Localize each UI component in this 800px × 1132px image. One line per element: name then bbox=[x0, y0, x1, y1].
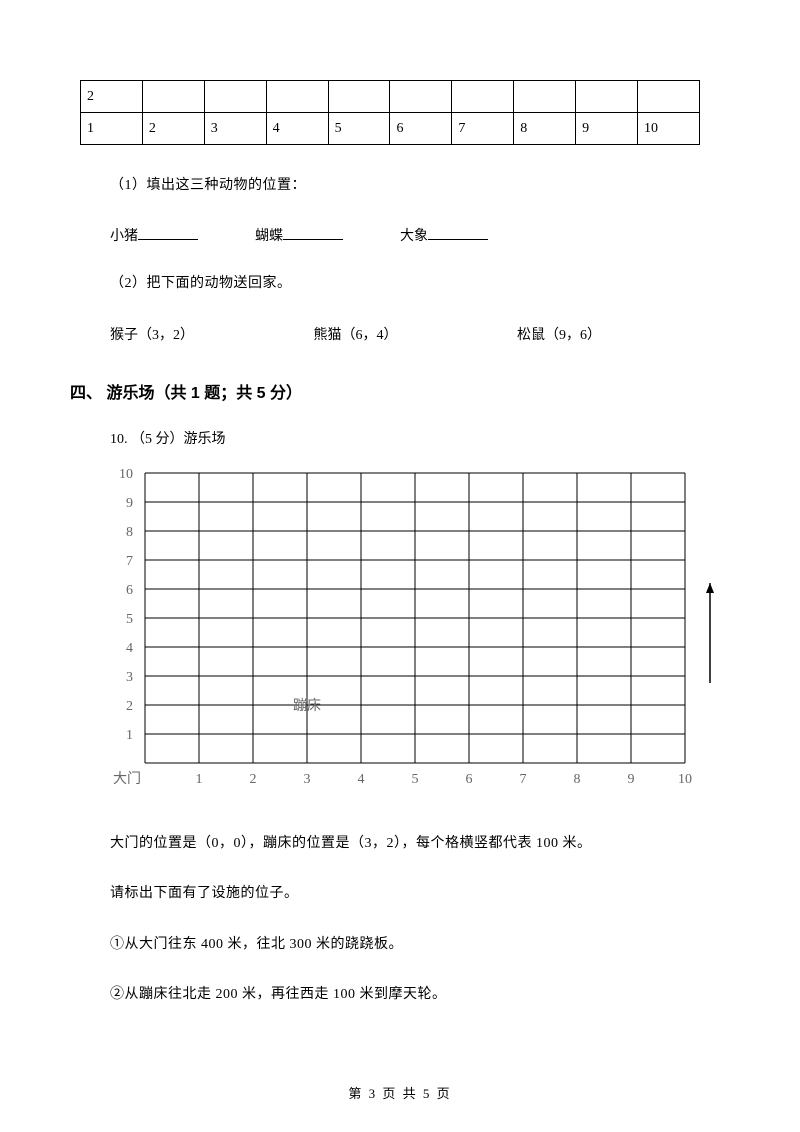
table-cell: 5 bbox=[328, 113, 390, 145]
svg-text:5: 5 bbox=[126, 612, 133, 627]
table-cell bbox=[142, 81, 204, 113]
paragraph-4: ②从蹦床往北走 200 米，再往西走 100 米到摩天轮。 bbox=[110, 984, 730, 1006]
animal-elephant-label: 大象 bbox=[400, 225, 428, 245]
table-cell: 1 bbox=[81, 113, 143, 145]
paragraph-2: 请标出下面有了设施的位子。 bbox=[110, 883, 730, 905]
svg-text:2: 2 bbox=[250, 772, 257, 787]
paragraph-3: ①从大门往东 400 米，往北 300 米的跷跷板。 bbox=[110, 934, 730, 956]
svg-text:10: 10 bbox=[119, 468, 133, 482]
svg-text:2: 2 bbox=[126, 699, 133, 714]
svg-text:10: 10 bbox=[678, 772, 692, 787]
svg-text:8: 8 bbox=[574, 772, 581, 787]
svg-text:8: 8 bbox=[126, 525, 133, 540]
amusement-park-grid: 1 2 3 4 5 6 7 8 9 10 1 2 3 4 5 6 7 8 9 10 大门 蹦床 bbox=[110, 468, 730, 808]
table-cell bbox=[514, 81, 576, 113]
table-cell: 3 bbox=[204, 113, 266, 145]
grid-table: 2 1 2 3 4 5 6 7 8 9 10 bbox=[80, 80, 700, 145]
svg-text:7: 7 bbox=[520, 772, 527, 787]
svg-text:4: 4 bbox=[126, 641, 133, 656]
table-cell: 9 bbox=[576, 113, 638, 145]
svg-text:1: 1 bbox=[196, 772, 203, 787]
section-4-title: 四、 游乐场（共 1 题；共 5 分） bbox=[70, 379, 730, 403]
svg-text:蹦床: 蹦床 bbox=[293, 698, 321, 714]
animals-fill-row: 小猪 蝴蝶 大象 bbox=[110, 225, 730, 245]
svg-text:6: 6 bbox=[466, 772, 473, 787]
grid-svg: 1 2 3 4 5 6 7 8 9 10 1 2 3 4 5 6 7 8 9 10 大门 蹦床 bbox=[110, 468, 750, 808]
table-cell: 2 bbox=[81, 81, 143, 113]
table-cell bbox=[638, 81, 700, 113]
svg-text:3: 3 bbox=[126, 670, 133, 685]
table-cell: 6 bbox=[390, 113, 452, 145]
svg-text:7: 7 bbox=[126, 554, 133, 569]
table-cell bbox=[266, 81, 328, 113]
coord-panda: 熊猫（6，4） bbox=[314, 324, 514, 344]
table-cell: 7 bbox=[452, 113, 514, 145]
coord-squirrel: 松鼠（9，6） bbox=[517, 324, 601, 344]
question-10-label: 10. （5 分）游乐场 bbox=[110, 428, 730, 448]
question-2-label: （2）把下面的动物送回家。 bbox=[110, 273, 730, 295]
table-cell bbox=[390, 81, 452, 113]
table-cell: 10 bbox=[638, 113, 700, 145]
question-1-label: （1）填出这三种动物的位置： bbox=[110, 175, 730, 197]
svg-text:大门: 大门 bbox=[113, 771, 141, 787]
table-cell bbox=[328, 81, 390, 113]
table-cell: 8 bbox=[514, 113, 576, 145]
svg-text:9: 9 bbox=[628, 772, 635, 787]
svg-text:9: 9 bbox=[126, 496, 133, 511]
svg-text:1: 1 bbox=[126, 728, 133, 743]
table-cell: 2 bbox=[142, 113, 204, 145]
table-cell bbox=[204, 81, 266, 113]
page-footer: 第 3 页 共 5 页 bbox=[0, 1083, 800, 1102]
coords-row: 猴子（3，2） 熊猫（6，4） 松鼠（9，6） bbox=[110, 324, 730, 344]
blank-input[interactable] bbox=[428, 226, 488, 240]
animal-butterfly-label: 蝴蝶 bbox=[255, 225, 283, 245]
blank-input[interactable] bbox=[138, 226, 198, 240]
animal-pig-label: 小猪 bbox=[110, 225, 138, 245]
table-cell bbox=[576, 81, 638, 113]
svg-text:6: 6 bbox=[126, 583, 133, 598]
table-row: 1 2 3 4 5 6 7 8 9 10 bbox=[81, 113, 700, 145]
table-row: 2 bbox=[81, 81, 700, 113]
svg-text:5: 5 bbox=[412, 772, 419, 787]
coordinate-table-partial: 2 1 2 3 4 5 6 7 8 9 10 bbox=[80, 80, 730, 145]
blank-input[interactable] bbox=[283, 226, 343, 240]
paragraph-1: 大门的位置是（0，0），蹦床的位置是（3，2），每个格横竖都代表 100 米。 bbox=[110, 833, 730, 855]
table-cell bbox=[452, 81, 514, 113]
coord-monkey: 猴子（3，2） bbox=[110, 324, 310, 344]
table-cell: 4 bbox=[266, 113, 328, 145]
svg-text:3: 3 bbox=[304, 772, 311, 787]
svg-text:4: 4 bbox=[358, 772, 365, 787]
